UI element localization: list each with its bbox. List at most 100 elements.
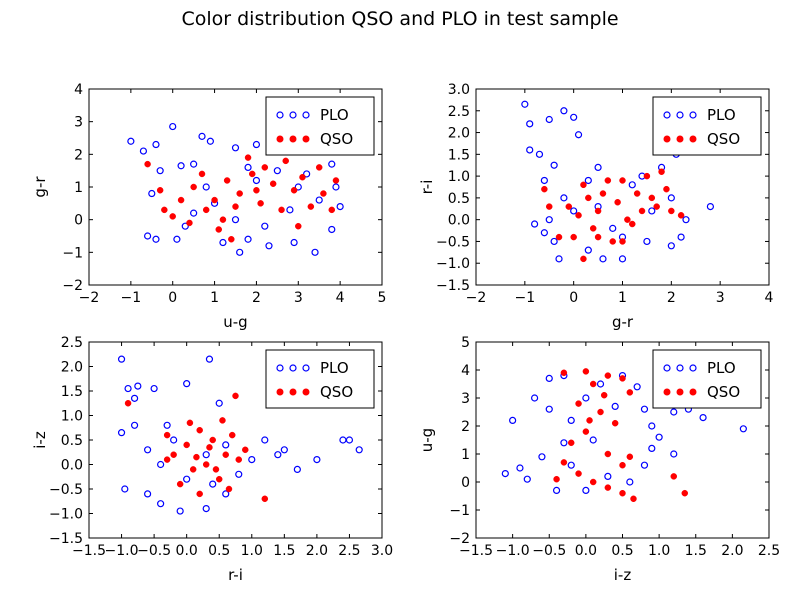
- point-plo: [244, 235, 252, 243]
- point-qso: [176, 480, 184, 488]
- legend-marker-plo: [663, 111, 671, 119]
- point-plo: [643, 237, 651, 246]
- point-qso: [575, 212, 582, 219]
- point-qso: [170, 451, 177, 458]
- point-plo: [560, 107, 568, 115]
- y-tick-label: −0.5: [49, 482, 83, 498]
- x-tick-label: −1.0: [105, 543, 139, 559]
- point-plo: [198, 132, 206, 140]
- point-plo: [670, 450, 678, 458]
- point-qso: [202, 206, 210, 214]
- point-plo: [540, 176, 548, 185]
- point-plo: [584, 176, 592, 185]
- point-plo: [294, 183, 302, 191]
- legend-marker-plo: [663, 364, 671, 372]
- point-qso: [567, 439, 575, 447]
- x-tick-label: −1.5: [72, 543, 106, 559]
- legend-marker-qso: [663, 135, 671, 143]
- point-plo: [604, 472, 612, 480]
- y-tick-label: 0.5: [61, 433, 83, 449]
- x-tick-label: 2: [667, 290, 676, 306]
- legend-label-qso: QSO: [320, 130, 353, 148]
- axes-ri-iz: −1.5−1.0−0.5 0.0 0.5 1.0 1.5 2.0 2.5 3.0−1.5−1.…: [31, 335, 393, 584]
- points-layer: [117, 355, 363, 515]
- point-qso: [589, 225, 597, 232]
- x-tick-label: 1: [618, 290, 627, 306]
- y-axis-label: i-z: [31, 431, 49, 449]
- y-tick-label: −1.0: [49, 507, 83, 523]
- legend-marker-plo: [289, 364, 297, 372]
- point-qso: [599, 190, 607, 197]
- legend-marker-qso: [302, 388, 310, 396]
- point-qso: [633, 190, 641, 197]
- point-qso: [202, 461, 210, 468]
- legend-marker-plo: [676, 111, 684, 119]
- point-plo: [248, 456, 256, 464]
- legend-label-plo: PLO: [320, 106, 349, 124]
- point-plo: [609, 224, 617, 232]
- legend-marker-plo: [289, 111, 297, 119]
- point-qso: [624, 216, 631, 223]
- point-qso: [144, 160, 151, 168]
- point-plo: [261, 436, 269, 444]
- legend-marker-qso: [276, 135, 284, 143]
- x-tick-label: 5: [378, 290, 387, 306]
- legend-marker-plo: [689, 364, 697, 372]
- point-plo: [570, 113, 578, 121]
- point-qso: [582, 368, 590, 375]
- point-plo: [293, 465, 301, 473]
- point-qso: [653, 203, 660, 210]
- point-plo: [336, 203, 344, 211]
- point-qso: [282, 157, 289, 165]
- point-plo: [261, 222, 269, 230]
- point-plo: [626, 478, 634, 486]
- legend-label-qso: QSO: [707, 383, 740, 401]
- point-qso: [228, 431, 236, 439]
- point-qso: [643, 172, 651, 180]
- point-qso: [232, 392, 239, 400]
- point-qso: [161, 206, 168, 214]
- axes-ug-gr: −2 −1 0 1 2 3 4 5 −2 −1 0 1 2 3 4 u-g g-r PLO QSO: [31, 82, 386, 331]
- x-tick-label: 0.0: [575, 543, 597, 559]
- point-plo: [682, 216, 690, 224]
- legend-marker-plo: [689, 111, 697, 119]
- x-tick-label: −2: [79, 290, 100, 306]
- legend-marker-qso: [689, 135, 697, 143]
- point-plo: [169, 122, 177, 131]
- point-plo: [509, 416, 517, 424]
- point-plo: [219, 238, 227, 247]
- point-qso: [560, 459, 568, 466]
- legend-marker-plo: [276, 364, 284, 372]
- point-qso: [677, 212, 685, 219]
- point-qso: [600, 391, 608, 399]
- point-plo: [667, 194, 675, 202]
- y-tick-label: 1.5: [448, 147, 470, 163]
- point-qso: [619, 489, 626, 497]
- point-plo: [139, 147, 148, 155]
- point-qso: [163, 456, 171, 463]
- point-qso: [594, 233, 602, 241]
- point-qso: [222, 451, 229, 458]
- point-qso: [248, 170, 256, 178]
- point-plo: [173, 235, 181, 243]
- point-qso: [594, 207, 602, 215]
- y-tick-label: 1.5: [61, 384, 83, 400]
- point-qso: [215, 475, 223, 483]
- x-tick-label: 2.5: [338, 543, 360, 559]
- point-qso: [553, 475, 560, 483]
- point-plo: [144, 490, 152, 498]
- point-plo: [574, 131, 583, 139]
- point-plo: [530, 394, 539, 402]
- point-qso: [604, 484, 612, 491]
- point-qso: [575, 470, 582, 477]
- x-tick-label: 0.5: [208, 543, 230, 559]
- point-plo: [628, 181, 636, 189]
- point-plo: [252, 140, 261, 149]
- point-plo: [273, 167, 281, 175]
- point-plo: [244, 163, 252, 171]
- point-qso: [541, 185, 548, 193]
- y-tick-label: 1.0: [448, 169, 470, 185]
- point-plo: [222, 490, 230, 498]
- point-plo: [148, 189, 156, 198]
